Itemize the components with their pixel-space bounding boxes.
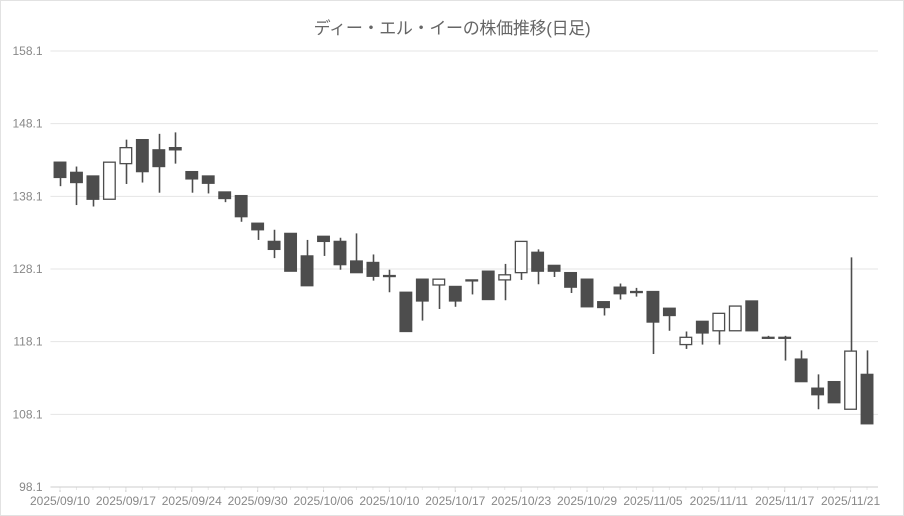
svg-text:128.1: 128.1 [12,262,42,276]
svg-text:2025/10/29: 2025/10/29 [557,494,617,508]
svg-text:2025/11/11: 2025/11/11 [690,494,749,508]
svg-text:148.1: 148.1 [12,117,42,131]
svg-text:2025/10/23: 2025/10/23 [491,494,551,508]
svg-text:2025/10/17: 2025/10/17 [425,494,485,508]
svg-text:2025/10/10: 2025/10/10 [359,494,419,508]
svg-text:2025/11/17: 2025/11/17 [755,494,814,508]
svg-text:108.1: 108.1 [12,407,42,421]
svg-text:2025/11/21: 2025/11/21 [821,494,880,508]
svg-text:2025/10/06: 2025/10/06 [293,494,353,508]
svg-text:2025/09/10: 2025/09/10 [30,494,90,508]
svg-text:98.1: 98.1 [19,480,43,494]
svg-text:2025/09/17: 2025/09/17 [96,494,156,508]
svg-text:158.1: 158.1 [12,44,42,58]
svg-text:138.1: 138.1 [12,189,42,203]
svg-text:2025/11/05: 2025/11/05 [623,494,682,508]
svg-text:118.1: 118.1 [13,335,42,349]
svg-text:2025/09/30: 2025/09/30 [228,494,288,508]
svg-text:2025/09/24: 2025/09/24 [162,494,222,508]
